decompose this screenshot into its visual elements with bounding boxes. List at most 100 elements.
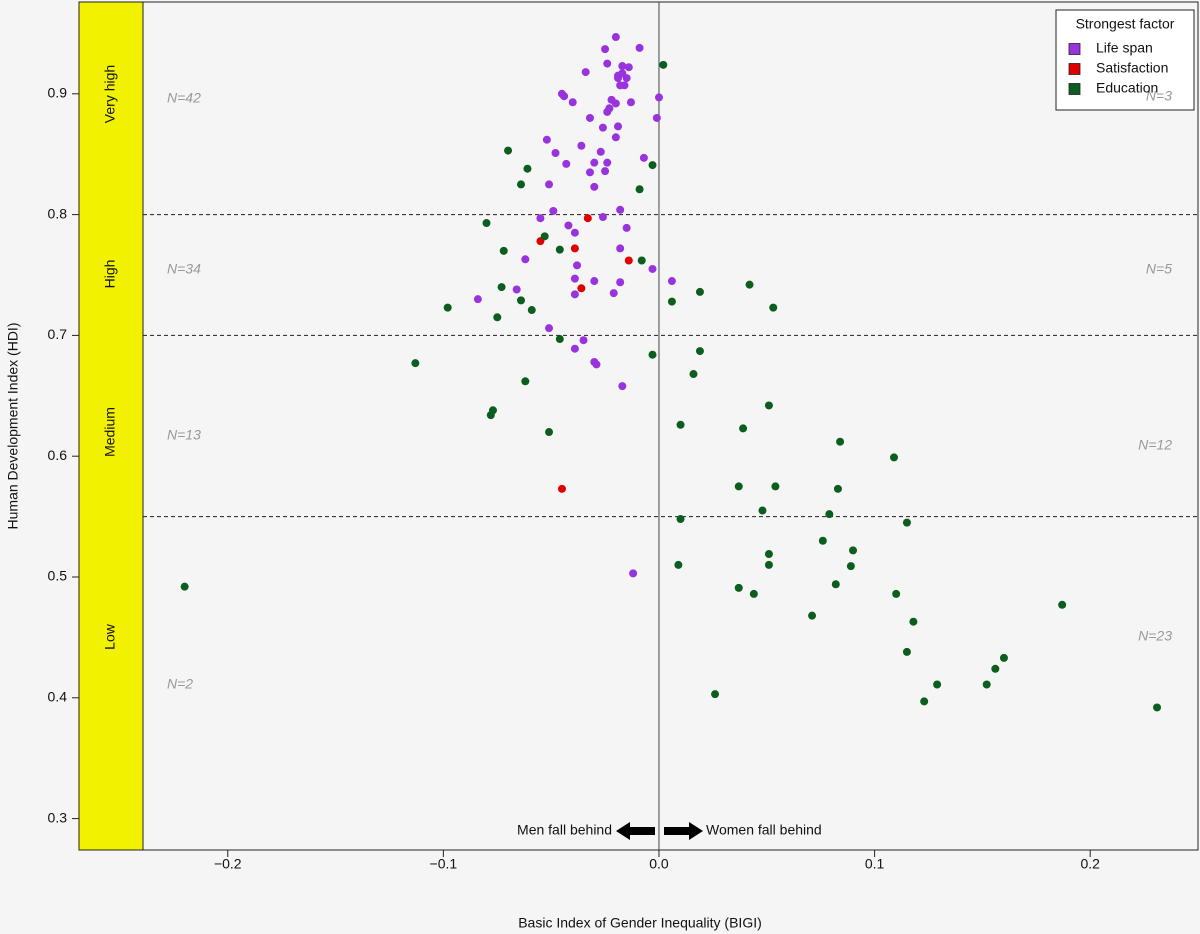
point xyxy=(583,214,592,223)
point xyxy=(659,60,668,69)
arrow-right xyxy=(664,822,703,840)
point xyxy=(603,158,612,167)
point xyxy=(769,303,778,312)
point xyxy=(648,264,657,273)
point xyxy=(542,135,551,144)
point xyxy=(545,428,554,437)
legend-swatch xyxy=(1068,43,1081,55)
point xyxy=(577,284,586,293)
point xyxy=(549,206,558,215)
point xyxy=(562,159,571,168)
point xyxy=(614,122,623,131)
point xyxy=(570,274,579,283)
point xyxy=(504,146,513,155)
point xyxy=(590,277,599,286)
y-tick-label: 0.3 xyxy=(48,809,68,825)
y-tick-label: 0.6 xyxy=(48,447,68,463)
point xyxy=(758,506,767,515)
point xyxy=(545,324,554,333)
annotation: Women fall behind xyxy=(706,822,822,838)
point xyxy=(833,484,842,493)
x-tick-label: −0.1 xyxy=(430,856,458,872)
point xyxy=(652,113,661,122)
point xyxy=(527,306,536,315)
point xyxy=(635,43,644,52)
count-label: N=5 xyxy=(1146,261,1172,277)
point xyxy=(1058,600,1067,609)
point xyxy=(516,296,525,305)
point xyxy=(849,546,858,555)
point xyxy=(933,680,942,689)
legend-swatch xyxy=(1068,63,1081,75)
point xyxy=(603,59,612,68)
legend-swatch xyxy=(1068,83,1081,95)
point xyxy=(846,562,855,571)
point xyxy=(585,113,594,122)
point xyxy=(676,515,685,524)
point xyxy=(620,81,629,90)
point xyxy=(579,336,588,345)
point xyxy=(521,377,530,386)
point xyxy=(654,93,663,102)
point xyxy=(618,382,627,391)
point xyxy=(689,370,698,379)
x-axis-title: Basic Index of Gender Inequality (BIGI) xyxy=(518,915,762,931)
point xyxy=(667,277,676,286)
point xyxy=(577,141,586,150)
point xyxy=(889,453,898,462)
point xyxy=(611,99,620,108)
point xyxy=(482,219,491,228)
point xyxy=(557,484,566,493)
point xyxy=(622,74,631,83)
point xyxy=(497,283,506,292)
y-tick-label: 0.7 xyxy=(48,326,68,342)
point xyxy=(831,580,840,589)
band-label: Very high xyxy=(102,65,118,123)
point xyxy=(581,68,590,77)
point xyxy=(614,74,623,83)
point xyxy=(473,295,482,304)
point xyxy=(991,664,1000,673)
legend-label: Life span xyxy=(1096,40,1153,56)
y-tick-label: 0.9 xyxy=(48,85,68,101)
point xyxy=(920,697,929,706)
point xyxy=(676,420,685,429)
legend-label: Satisfaction xyxy=(1096,60,1168,76)
point xyxy=(667,297,676,306)
count-label: N=2 xyxy=(167,676,193,692)
point xyxy=(570,344,579,353)
point xyxy=(616,278,625,287)
point xyxy=(590,182,599,191)
point xyxy=(695,287,704,296)
count-label: N=42 xyxy=(167,90,201,106)
point xyxy=(590,158,599,167)
plot-frame xyxy=(78,1,1199,851)
point xyxy=(611,133,620,142)
legend-title: Strongest factor xyxy=(1076,16,1175,32)
point xyxy=(902,647,911,656)
point xyxy=(603,107,612,116)
point xyxy=(598,123,607,132)
point xyxy=(624,256,633,265)
point xyxy=(560,92,569,101)
point xyxy=(624,63,633,72)
point xyxy=(764,401,773,410)
point xyxy=(764,560,773,569)
point xyxy=(674,560,683,569)
point xyxy=(648,161,657,170)
point xyxy=(734,482,743,491)
point xyxy=(711,690,720,699)
count-label: N=3 xyxy=(1146,88,1172,104)
point xyxy=(601,45,610,54)
point xyxy=(734,583,743,592)
count-label: N=12 xyxy=(1138,437,1172,453)
point xyxy=(570,290,579,299)
point xyxy=(999,653,1008,662)
point xyxy=(570,228,579,237)
point xyxy=(902,518,911,527)
point xyxy=(499,246,508,255)
point xyxy=(540,232,549,241)
point xyxy=(585,168,594,177)
point xyxy=(611,33,620,42)
point xyxy=(749,589,758,598)
